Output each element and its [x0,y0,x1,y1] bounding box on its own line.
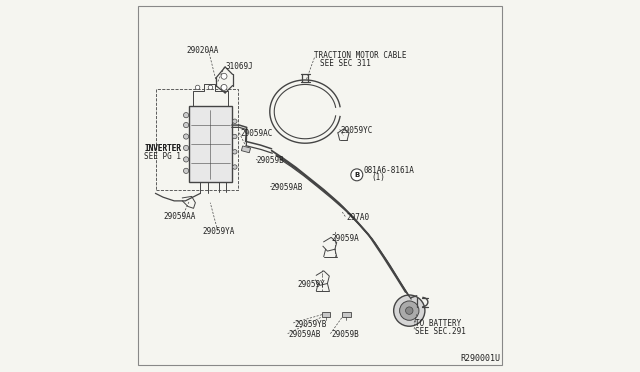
Circle shape [351,169,363,181]
Bar [342,312,351,317]
Circle shape [184,157,189,162]
Text: INVERTER: INVERTER [145,144,181,153]
Text: 29059B: 29059B [331,330,359,339]
Text: TO BATTERY: TO BATTERY [415,319,461,328]
Bar [322,312,330,317]
Bar [241,146,250,153]
Circle shape [208,85,212,90]
Circle shape [394,295,425,326]
Text: INVERTER: INVERTER [145,144,181,153]
Circle shape [221,84,227,90]
Text: TRACTION MOTOR CABLE: TRACTION MOTOR CABLE [314,51,407,60]
Text: SEE SEC.291: SEE SEC.291 [415,327,466,336]
Circle shape [184,168,189,173]
Text: 29020AA: 29020AA [186,46,218,55]
Text: 29059AB: 29059AB [289,330,321,339]
Circle shape [399,301,419,320]
Text: 29059YB: 29059YB [294,320,326,329]
Circle shape [184,122,189,128]
Text: 29059A: 29059A [331,234,359,243]
Circle shape [184,145,189,151]
Text: R290001U: R290001U [460,354,500,363]
Text: 31069J: 31069J [225,62,253,71]
Circle shape [406,307,413,314]
Circle shape [221,85,225,90]
Text: B: B [354,172,360,178]
Text: SEE SEC 311: SEE SEC 311 [320,59,371,68]
Circle shape [232,150,237,154]
Bar [189,106,232,182]
Text: 081A6-8161A: 081A6-8161A [364,166,415,174]
Circle shape [184,113,189,118]
Text: (1): (1) [371,173,385,182]
Text: 29059YC: 29059YC [340,126,373,135]
Text: 29059AC: 29059AC [240,129,273,138]
Bar [156,89,238,190]
Text: 297A0: 297A0 [346,213,369,222]
Text: 29059AA: 29059AA [163,212,195,221]
Circle shape [195,85,200,90]
Circle shape [221,73,227,79]
Text: 29059Y: 29059Y [298,280,325,289]
Circle shape [232,119,237,124]
Text: 29059B: 29059B [257,156,285,165]
Text: 29059YA: 29059YA [203,227,235,236]
Circle shape [184,134,189,139]
Text: SEE PG 1: SEE PG 1 [145,153,181,161]
Circle shape [232,165,237,169]
Circle shape [232,134,237,139]
Text: 29059AB: 29059AB [271,183,303,192]
